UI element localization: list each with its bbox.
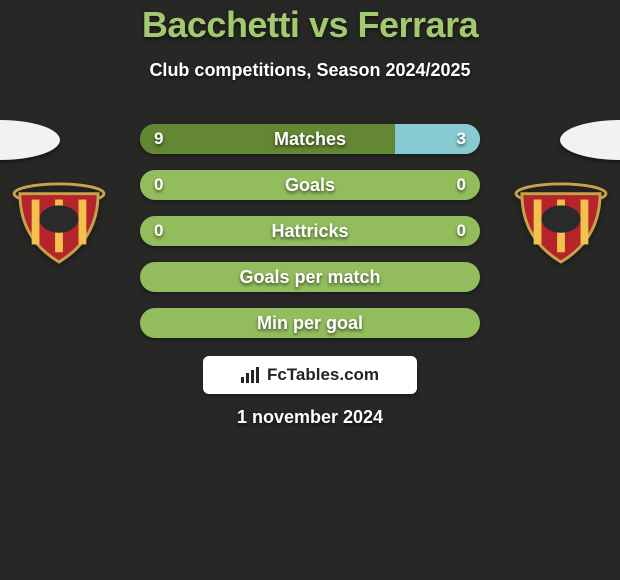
title-vs: vs	[309, 4, 348, 45]
stat-label: Matches	[140, 124, 480, 154]
stat-row: 00Hattricks	[140, 216, 480, 246]
stat-row: 00Goals	[140, 170, 480, 200]
stat-label: Goals	[140, 170, 480, 200]
page-title: Bacchetti vs Ferrara	[0, 4, 620, 46]
club-badge-right	[512, 180, 610, 264]
subtitle: Club competitions, Season 2024/2025	[0, 60, 620, 81]
stat-row: 93Matches	[140, 124, 480, 154]
title-player-right: Ferrara	[358, 4, 479, 45]
title-player-left: Bacchetti	[142, 4, 300, 45]
stat-row: Min per goal	[140, 308, 480, 338]
chart-icon	[241, 367, 261, 383]
stat-label: Min per goal	[140, 308, 480, 338]
stat-label: Goals per match	[140, 262, 480, 292]
stat-label: Hattricks	[140, 216, 480, 246]
player-photo-right	[560, 120, 620, 160]
attribution-text: FcTables.com	[267, 365, 379, 385]
attribution-card: FcTables.com	[203, 356, 417, 394]
stat-row: Goals per match	[140, 262, 480, 292]
player-photo-left	[0, 120, 60, 160]
club-badge-left	[10, 180, 108, 264]
date-line: 1 november 2024	[0, 407, 620, 428]
stat-bars: 93Matches 00Goals 00Hattricks Goals per mat…	[140, 124, 480, 354]
